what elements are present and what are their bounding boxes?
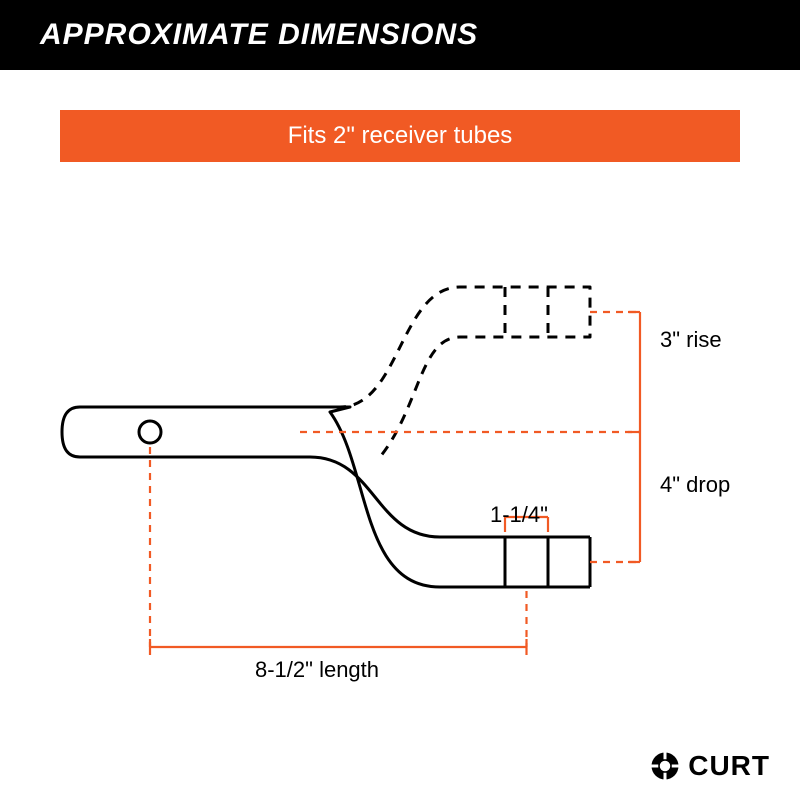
diagram-area: 3" rise 4" drop 1-1/4" 8-1/2" length xyxy=(0,162,800,702)
brand-icon xyxy=(650,751,680,781)
rise-label: 3" rise xyxy=(660,327,722,353)
subtitle-text: Fits 2" receiver tubes xyxy=(288,122,513,149)
drop-label: 4" drop xyxy=(660,472,730,498)
length-label: 8-1/2" length xyxy=(255,657,379,683)
brand-logo: CURT xyxy=(650,750,770,782)
page-title: APPROXIMATE DIMENSIONS xyxy=(40,18,478,51)
brand-text: CURT xyxy=(688,750,770,782)
bolt-label: 1-1/4" xyxy=(490,502,548,528)
subtitle-bar: Fits 2" receiver tubes xyxy=(60,110,740,162)
title-bar: APPROXIMATE DIMENSIONS xyxy=(0,0,800,70)
dimension-diagram xyxy=(0,162,800,702)
